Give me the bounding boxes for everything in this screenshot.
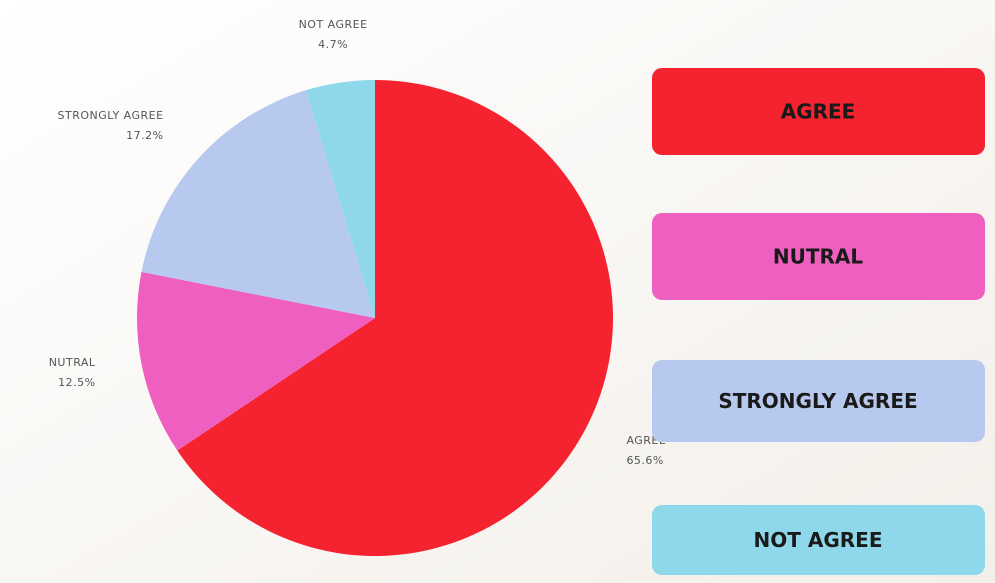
legend-label: NUTRAL bbox=[773, 245, 864, 269]
legend-swatch bbox=[652, 68, 985, 155]
pie-slice bbox=[136, 271, 375, 451]
slice-value: 12.5% bbox=[58, 376, 95, 389]
pie-slice bbox=[305, 80, 375, 318]
legend-swatch bbox=[652, 360, 985, 442]
slice-value: 4.7% bbox=[318, 38, 348, 51]
legend-label: AGREE bbox=[781, 100, 856, 124]
legend-label: STRONGLY AGREE bbox=[718, 389, 917, 413]
slice-label: NOT AGREE bbox=[299, 18, 368, 31]
pie-slice bbox=[177, 80, 613, 556]
slice-value: 17.2% bbox=[126, 129, 163, 142]
legend-swatch bbox=[652, 505, 985, 575]
legend-swatch bbox=[652, 213, 985, 300]
slice-value: 65.6% bbox=[626, 454, 663, 467]
slice-label: NUTRAL bbox=[49, 356, 96, 369]
pie-slice bbox=[141, 90, 375, 319]
slice-label: STRONGLY AGREE bbox=[58, 109, 164, 122]
legend-label: NOT AGREE bbox=[754, 528, 883, 552]
